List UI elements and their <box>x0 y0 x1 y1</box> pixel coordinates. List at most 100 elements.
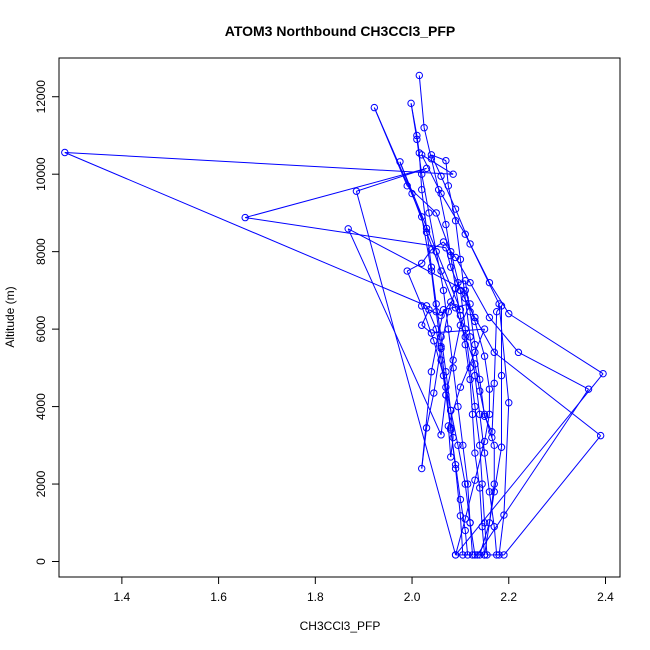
series-segment <box>356 167 427 192</box>
data-point <box>449 364 457 372</box>
data-point <box>370 103 379 112</box>
data-point <box>430 389 438 397</box>
data-point <box>427 329 436 337</box>
data-point <box>478 480 486 488</box>
data-point <box>476 410 484 419</box>
series-segment <box>435 303 442 337</box>
series-segment <box>64 152 454 175</box>
data-point <box>425 209 433 217</box>
data-point <box>584 385 593 393</box>
data-point <box>418 213 426 221</box>
series-segment <box>406 262 422 272</box>
series-segment <box>455 220 461 260</box>
y-tick-label: 0 <box>34 558 48 565</box>
series-segment <box>431 328 485 334</box>
series-segment <box>399 161 413 194</box>
series-segment <box>245 217 446 249</box>
series-segment <box>503 435 602 556</box>
data-point <box>454 441 462 450</box>
series-segment <box>474 441 486 481</box>
series-segment <box>457 280 466 284</box>
series-points <box>61 71 607 559</box>
series-segment <box>430 158 440 190</box>
data-point <box>447 453 455 461</box>
series-segment <box>421 324 432 334</box>
y-tick-label: 10000 <box>34 157 48 191</box>
data-point <box>596 431 605 440</box>
series-segment <box>447 425 452 457</box>
data-point <box>461 515 469 523</box>
data-point <box>485 410 494 419</box>
plot-frame <box>58 57 621 578</box>
series-segment <box>469 367 476 407</box>
data-point <box>427 263 436 271</box>
data-point <box>447 426 455 434</box>
data-point <box>447 298 455 306</box>
series-segment <box>462 445 469 485</box>
data-point <box>422 228 431 236</box>
data-point <box>497 443 506 451</box>
data-point <box>442 156 450 165</box>
y-axis: 0 2000 4000 6000 8000 10000 12000 <box>34 80 60 565</box>
series-segment <box>245 167 427 219</box>
data-point <box>444 307 453 316</box>
data-point <box>490 348 498 357</box>
data-point <box>478 522 486 531</box>
data-point <box>418 321 426 329</box>
y-tick-label: 12000 <box>34 80 48 114</box>
data-point <box>413 135 421 144</box>
data-point <box>461 333 469 341</box>
data-point <box>466 333 474 341</box>
series-segment <box>431 241 444 251</box>
data-point <box>466 375 474 384</box>
series-segment <box>498 303 510 403</box>
data-point <box>466 364 474 372</box>
data-point <box>466 519 474 527</box>
series-segment <box>373 107 408 187</box>
data-point <box>500 511 508 519</box>
series-segment <box>457 445 466 485</box>
data-point <box>461 277 469 285</box>
series-segment <box>445 371 452 411</box>
series-segment <box>447 185 457 221</box>
series-segment <box>455 208 471 245</box>
data-point <box>444 422 453 430</box>
data-point <box>471 402 479 411</box>
series-segment <box>410 103 418 140</box>
series-segment <box>440 193 466 235</box>
data-point <box>471 360 479 368</box>
data-point <box>456 255 465 264</box>
data-point <box>420 124 428 132</box>
x-tick-label: 2.0 <box>404 590 421 604</box>
series-segment <box>421 154 454 175</box>
data-point <box>456 495 465 504</box>
data-point <box>461 325 469 333</box>
series-segment <box>498 514 505 555</box>
data-point <box>449 356 457 364</box>
data-point <box>490 480 498 488</box>
series-segment <box>428 212 437 252</box>
data-point <box>451 464 460 473</box>
data-point <box>418 185 426 194</box>
data-point <box>471 317 479 326</box>
data-point <box>447 247 455 256</box>
data-point <box>480 519 489 527</box>
series-segment <box>457 406 464 446</box>
data-point <box>461 526 469 535</box>
data-point <box>418 151 426 159</box>
series-segment <box>440 270 457 309</box>
x-axis: 1.4 1.6 1.8 2.0 2.2 2.4 <box>114 576 614 604</box>
data-point <box>480 325 489 333</box>
series-segment <box>440 348 447 388</box>
series-segment <box>447 282 459 312</box>
series-segment <box>488 483 495 523</box>
data-point <box>456 286 465 295</box>
data-point <box>403 182 411 190</box>
data-point <box>415 71 423 80</box>
data-point <box>490 522 498 531</box>
data-point <box>471 551 479 559</box>
series-segment <box>464 336 476 365</box>
data-point <box>459 551 467 559</box>
series-segment <box>508 313 604 375</box>
x-tick-label: 1.4 <box>114 590 131 604</box>
